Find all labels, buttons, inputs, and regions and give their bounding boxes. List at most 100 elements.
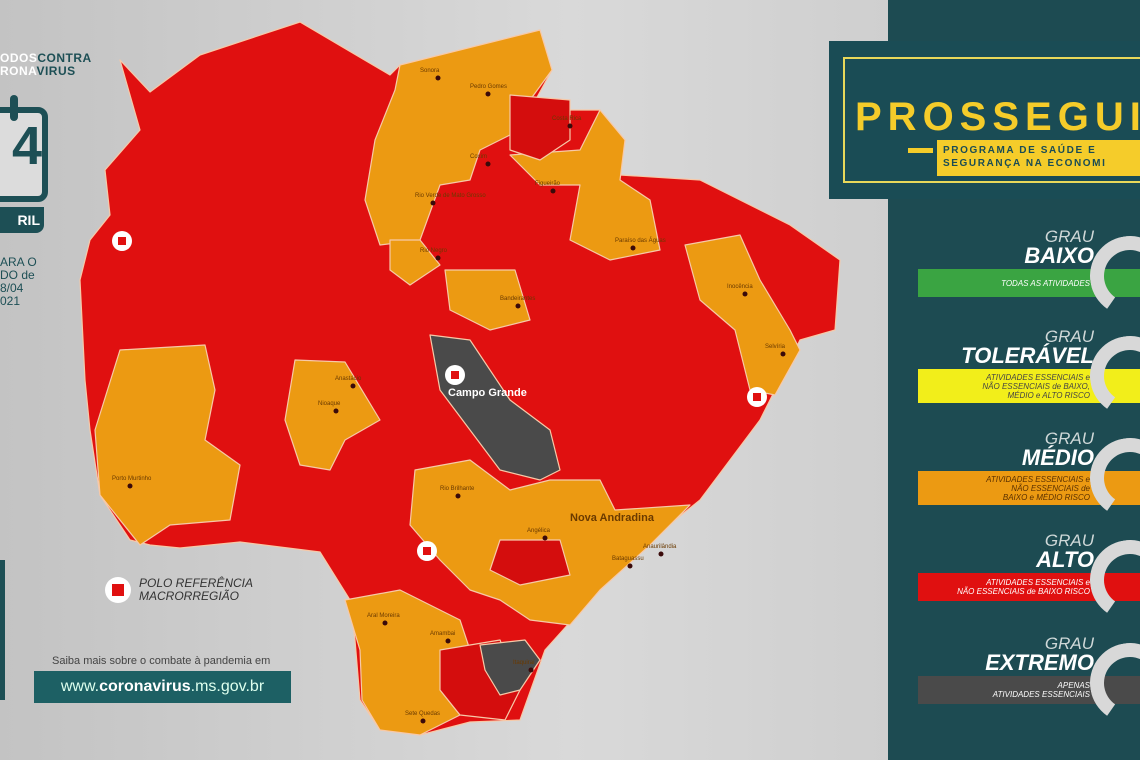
map-region-medio [509, 109, 661, 261]
city-dot [542, 535, 548, 541]
level-name: TOLERÁVEL [961, 343, 1094, 368]
program-banner: PROSSEGUI PROGRAMA DE SAÚDE E SEGURANÇA N… [833, 45, 1140, 195]
calendar-day: 4 [11, 116, 42, 176]
legend-label: MACRORREGIÃO [139, 589, 240, 603]
level-grau: GRAU [1044, 531, 1094, 550]
logo-text: VIRUS [36, 64, 76, 78]
city-dot [350, 383, 356, 389]
map-region-medio [364, 29, 553, 246]
city-dot [333, 408, 339, 414]
risk-level-0: GRAU BAIXO TODAS AS ATIVIDADES [918, 227, 1140, 323]
description-line: ATIVIDADES ESSENCIAIS e [986, 578, 1090, 587]
description-line: APENAS [1057, 681, 1090, 690]
city-dot [435, 75, 441, 81]
city-label: Inocência [727, 284, 753, 290]
city-dot [445, 638, 451, 644]
city-label: Sonora [420, 68, 440, 74]
description-line: ATIVIDADES ESSENCIAIS e [986, 474, 1090, 484]
medical-cross-icon [445, 365, 465, 385]
city-label: Porto Murtinho [112, 476, 152, 482]
level-grau: GRAU [1044, 429, 1094, 448]
city-label: Aral Moreira [367, 613, 400, 619]
medical-cross-icon [417, 541, 437, 561]
city-label: Sete Quedas [405, 711, 440, 717]
city-label: Rio Brilhante [440, 486, 475, 492]
calendar-month: RIL [0, 207, 44, 233]
description-line: BAIXO e MÉDIO RISCO [1002, 492, 1090, 502]
level-name: EXTREMO [985, 650, 1094, 675]
campaign-logo: ODOSCONTRA RONAVIRUS [0, 52, 92, 78]
program-subtitle: PROGRAMA DE SAÚDE E SEGURANÇA NA ECONOMI [937, 140, 1140, 176]
description-line: MÉDIO e ALTO RISCO [1007, 390, 1090, 400]
description-line: NÃO ESSENCIAIS de BAIXO RISCO [957, 587, 1090, 596]
city-label: Rio Negro [420, 248, 448, 254]
city-label: Paraíso das Águas [615, 237, 666, 244]
map-region-medio [94, 344, 241, 546]
city-dot [435, 255, 441, 261]
map-region-alto [489, 539, 571, 586]
map-region-medio [684, 234, 801, 396]
description-line: NÃO ESSENCIAIS de BAIXO, [982, 381, 1090, 391]
city-dot [528, 667, 534, 673]
period-line: 021 [0, 294, 21, 308]
state-risk-map: Sonora Pedro Gomes Coxim Costa Rica Figueirã… [79, 21, 841, 736]
city-dot [127, 483, 133, 489]
city-dot [627, 563, 633, 569]
more-info-text: Saiba mais sobre o combate à pandemia em [52, 655, 271, 667]
polo-markers [112, 231, 767, 561]
calendar-icon: 4 RIL [0, 95, 48, 233]
city-label: Amambai [430, 631, 455, 637]
medical-cross-icon [112, 231, 132, 251]
city-dot [485, 91, 491, 97]
description-line: NÃO ESSENCIAIS de [1011, 483, 1090, 493]
level-description: ATIVIDADES ESSENCIAIS e NÃO ESSENCIAIS de… [918, 573, 1140, 601]
period-line: DO de [0, 268, 35, 282]
logo-text: RONA [0, 64, 37, 78]
url-part: .ms.gov.br [190, 678, 265, 695]
medical-cross-icon [747, 387, 767, 407]
city-dot [567, 123, 573, 129]
city-dot [658, 551, 664, 557]
city-label: Anaurilândia [643, 544, 677, 550]
risk-level-4: GRAU EXTREMO APENAS ATIVIDADES ESSENCIAIS [918, 634, 1140, 730]
url-part: coronavirus [99, 678, 191, 695]
description-line: ATIVIDADES ESSENCIAIS e [986, 372, 1090, 382]
level-description: ATIVIDADES ESSENCIAIS e NÃO ESSENCIAIS de… [918, 369, 1140, 403]
city-label: Bandeirantes [500, 296, 535, 302]
period-text: ARA O DO de 8/04 021 [0, 256, 37, 308]
website-link[interactable]: www.coronavirus.ms.gov.br [34, 671, 291, 703]
city-dot [550, 188, 556, 194]
logo-text: CONTRA [37, 51, 92, 65]
level-grau: GRAU [1044, 327, 1094, 346]
map-region-medio [284, 359, 381, 471]
city-dot [515, 303, 521, 309]
level-name: BAIXO [1024, 243, 1094, 268]
city-dot [742, 291, 748, 297]
level-grau: GRAU [1044, 227, 1094, 246]
level-description: APENAS ATIVIDADES ESSENCIAIS [918, 676, 1140, 704]
map-region-extremo [479, 639, 541, 696]
risk-level-2: GRAU MÉDIO ATIVIDADES ESSENCIAIS e NÃO ESSE… [918, 429, 1140, 525]
map-region-alto [509, 94, 571, 161]
city-label: Rio Verde de Mato Grosso [415, 193, 486, 199]
city-dot [455, 493, 461, 499]
level-description: TODAS AS ATIVIDADES [918, 269, 1140, 297]
subtitle-line: PROGRAMA DE SAÚDE E [943, 145, 1097, 156]
level-grau: GRAU [1044, 634, 1094, 653]
map-region-medio [444, 269, 531, 331]
city-dot [485, 161, 491, 167]
city-label: Angélica [527, 528, 551, 534]
city-label-campo-grande: Campo Grande [448, 387, 527, 399]
cropped-panel-edge [0, 560, 5, 700]
city-dot [430, 200, 436, 206]
legend-label: POLO REFERÊNCIA [139, 576, 254, 590]
description-line: ATIVIDADES ESSENCIAIS [992, 690, 1090, 699]
url-part: www. [60, 678, 100, 695]
risk-level-1: GRAU TOLERÁVEL ATIVIDADES ESSENCIAIS e NÃO … [918, 327, 1140, 423]
map-legend: POLO REFERÊNCIA MACRORREGIÃO [103, 575, 253, 605]
city-label: Itaquiraí [513, 660, 535, 666]
city-label: Coxim [470, 154, 487, 160]
city-dot [420, 718, 426, 724]
description-line: TODAS AS ATIVIDADES [1001, 278, 1090, 288]
city-dot [780, 351, 786, 357]
